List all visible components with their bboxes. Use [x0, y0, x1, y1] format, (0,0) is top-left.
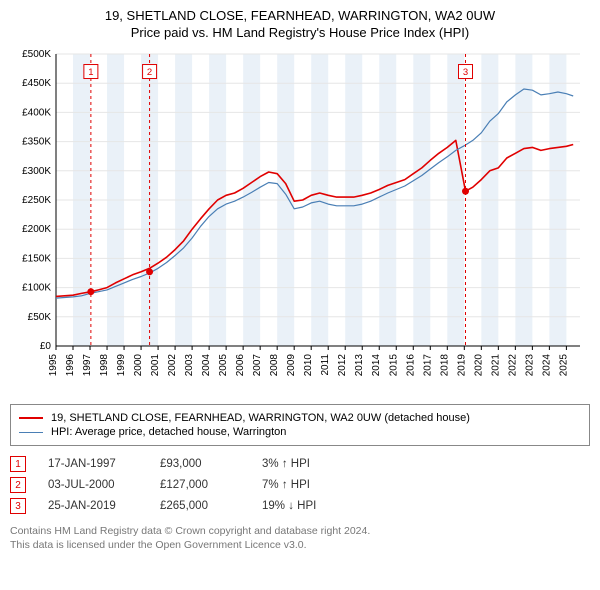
- marker-label: 2: [147, 67, 152, 78]
- event-marker-box: 3: [10, 498, 26, 514]
- event-price: £93,000: [160, 458, 240, 470]
- y-tick-label: £450K: [22, 78, 51, 89]
- y-tick-label: £400K: [22, 107, 51, 118]
- event-delta: 3% ↑ HPI: [262, 458, 372, 470]
- x-tick-label: 2024: [541, 354, 552, 377]
- marker-label: 1: [88, 67, 93, 78]
- x-tick-label: 1999: [116, 354, 127, 377]
- title-line-1: 19, SHETLAND CLOSE, FEARNHEAD, WARRINGTO…: [10, 8, 590, 23]
- x-tick-label: 2002: [167, 354, 178, 377]
- y-tick-label: £0: [40, 341, 52, 352]
- event-row: 1 17-JAN-1997 £93,000 3% ↑ HPI: [10, 456, 590, 472]
- event-date: 17-JAN-1997: [48, 458, 138, 470]
- chart-area: £0 £50K £100K £150K £200K £250K £300K £350K £400…: [10, 46, 590, 396]
- legend-row: 19, SHETLAND CLOSE, FEARNHEAD, WARRINGTO…: [19, 412, 581, 424]
- event-price: £265,000: [160, 500, 240, 512]
- legend-label: 19, SHETLAND CLOSE, FEARNHEAD, WARRINGTO…: [51, 412, 470, 424]
- x-tick-label: 2017: [422, 354, 433, 377]
- y-tick-label: £100K: [22, 283, 51, 294]
- x-tick-label: 2011: [320, 354, 331, 376]
- event-marker-box: 1: [10, 456, 26, 472]
- y-tick-label: £200K: [22, 224, 51, 235]
- legend-swatch: [19, 432, 43, 433]
- x-tick-label: 2014: [371, 354, 382, 377]
- legend-swatch: [19, 417, 43, 419]
- event-delta: 7% ↑ HPI: [262, 479, 372, 491]
- x-tick-label: 2021: [490, 354, 501, 377]
- footer-attribution: Contains HM Land Registry data © Crown c…: [10, 524, 590, 552]
- price-chart: £0 £50K £100K £150K £200K £250K £300K £350K £400…: [10, 46, 590, 396]
- x-tick-label: 2020: [473, 354, 484, 377]
- legend: 19, SHETLAND CLOSE, FEARNHEAD, WARRINGTO…: [10, 404, 590, 446]
- chart-container: 19, SHETLAND CLOSE, FEARNHEAD, WARRINGTO…: [0, 0, 600, 562]
- marker-label: 3: [463, 67, 468, 78]
- legend-label: HPI: Average price, detached house, Warr…: [51, 426, 286, 438]
- footer-line-2: This data is licensed under the Open Gov…: [10, 538, 590, 552]
- event-marker-box: 2: [10, 477, 26, 493]
- x-tick-label: 2004: [201, 354, 212, 377]
- x-tick-label: 2016: [405, 354, 416, 377]
- x-tick-label: 2013: [354, 354, 365, 377]
- legend-row: HPI: Average price, detached house, Warr…: [19, 426, 581, 438]
- y-tick-label: £300K: [22, 166, 51, 177]
- x-tick-label: 2025: [558, 354, 569, 377]
- title-line-2: Price paid vs. HM Land Registry's House …: [10, 25, 590, 40]
- events-table: 1 17-JAN-1997 £93,000 3% ↑ HPI 2 03-JUL-2000 £…: [10, 456, 590, 514]
- x-tick-label: 2003: [184, 354, 195, 377]
- y-tick-label: £350K: [22, 137, 51, 148]
- y-tick-label: £150K: [22, 253, 51, 264]
- footer-line-1: Contains HM Land Registry data © Crown c…: [10, 524, 590, 538]
- x-tick-label: 2005: [218, 354, 229, 377]
- x-tick-label: 2006: [235, 354, 246, 377]
- x-tick-label: 2001: [150, 354, 161, 377]
- y-tick-label: £250K: [22, 195, 51, 206]
- x-tick-label: 2010: [303, 354, 314, 377]
- event-date: 03-JUL-2000: [48, 479, 138, 491]
- title-block: 19, SHETLAND CLOSE, FEARNHEAD, WARRINGTO…: [10, 8, 590, 40]
- x-tick-label: 2009: [286, 354, 297, 377]
- x-tick-label: 2008: [269, 354, 280, 377]
- x-tick-label: 2012: [337, 354, 348, 377]
- x-tick-label: 1998: [99, 354, 110, 377]
- x-tick-label: 2015: [388, 354, 399, 377]
- event-row: 3 25-JAN-2019 £265,000 19% ↓ HPI: [10, 498, 590, 514]
- x-tick-label: 2023: [524, 354, 535, 377]
- x-tick-label: 2022: [507, 354, 518, 377]
- event-price: £127,000: [160, 479, 240, 491]
- event-row: 2 03-JUL-2000 £127,000 7% ↑ HPI: [10, 477, 590, 493]
- x-tick-label: 1995: [48, 354, 59, 377]
- x-tick-label: 2019: [456, 354, 467, 377]
- y-tick-label: £500K: [22, 49, 51, 60]
- x-tick-label: 1996: [65, 354, 76, 377]
- event-date: 25-JAN-2019: [48, 500, 138, 512]
- y-tick-label: £50K: [28, 312, 52, 323]
- event-delta: 19% ↓ HPI: [262, 500, 372, 512]
- x-tick-label: 2000: [133, 354, 144, 377]
- x-tick-label: 2007: [252, 354, 263, 377]
- x-tick-label: 1997: [82, 354, 93, 377]
- x-tick-label: 2018: [439, 354, 450, 377]
